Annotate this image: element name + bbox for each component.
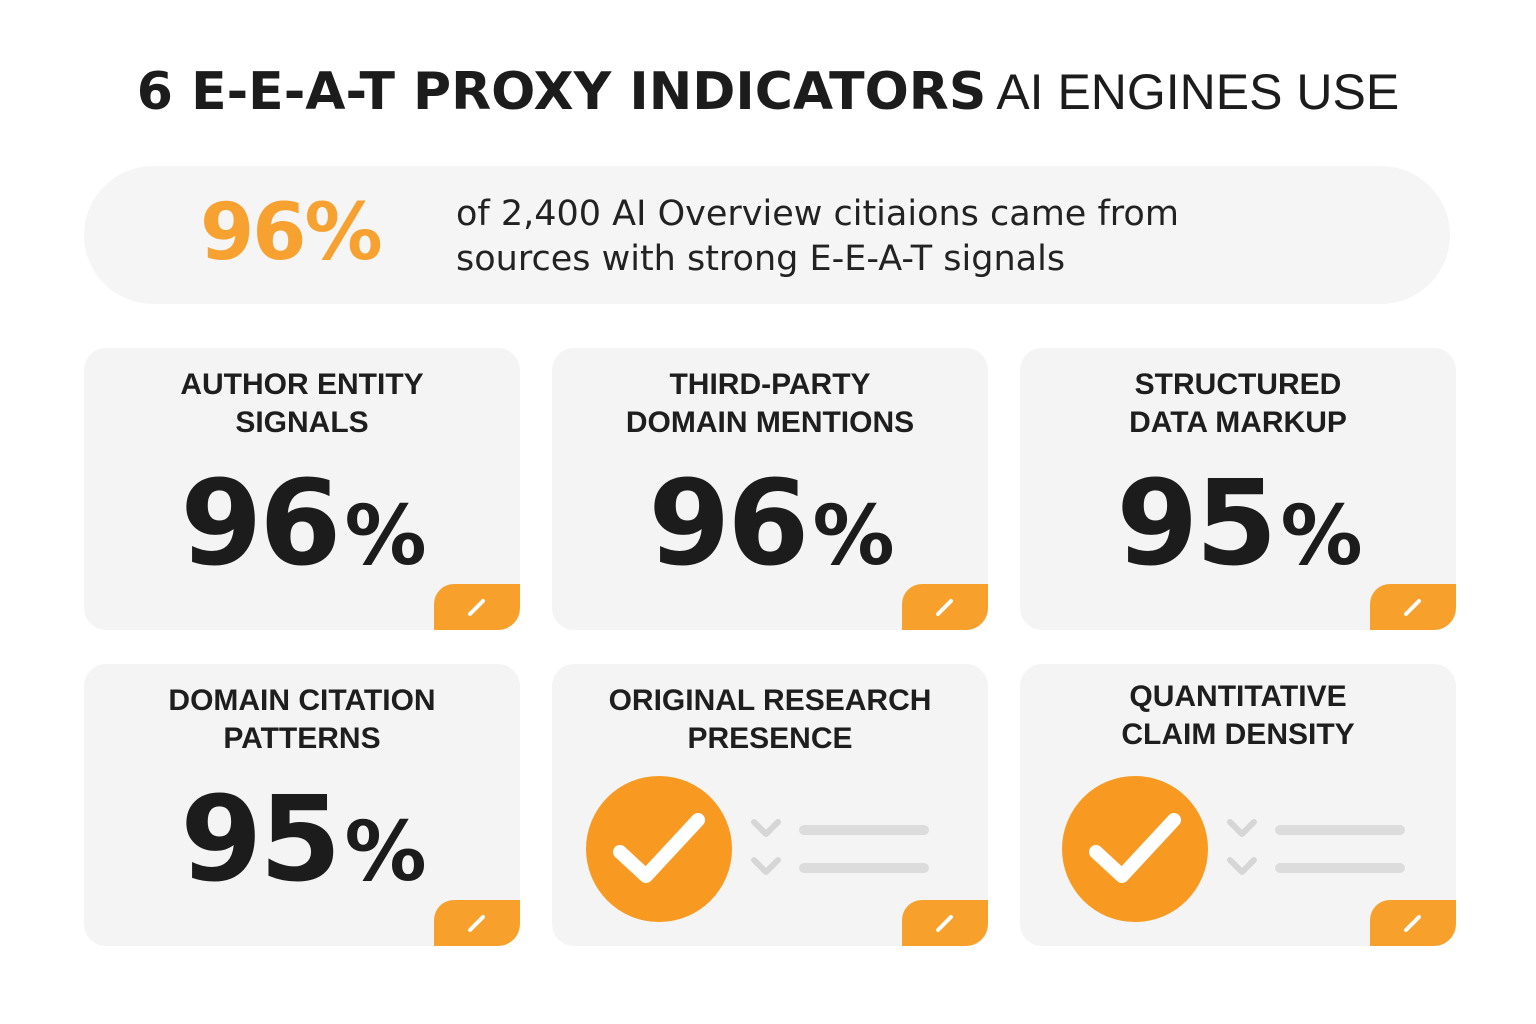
card-value-percent-sign: % [812,489,895,584]
card-title: STRUCTURED DATA MARKUP [1020,366,1456,442]
pencil-icon [936,915,953,932]
card-value-number: 96 [180,454,341,592]
title-bold: 6 E-E-A-T PROXY INDICATORS [136,62,987,122]
card-title: DOMAIN CITATION PATTERNS [84,682,520,758]
card-value-percent-sign: % [344,805,427,900]
card-value: 95% [84,770,520,908]
checklist-icon [1227,819,1405,875]
card-structured-data-markup: STRUCTURED DATA MARKUP 95% [1020,348,1456,630]
card-title: THIRD-PARTY DOMAIN MENTIONS [552,366,988,442]
card-title-line-2: DOMAIN MENTIONS [625,406,915,439]
edit-corner-button[interactable] [434,584,520,630]
card-value: 96% [84,454,520,592]
card-value-number: 95 [180,770,341,908]
card-domain-citation-patterns: DOMAIN CITATION PATTERNS 95% [84,664,520,946]
edit-corner-button[interactable] [902,900,988,946]
card-value-percent-sign: % [344,489,427,584]
pencil-icon [1404,599,1421,616]
card-title-line-2: CLAIM DENSITY [1121,718,1355,751]
check-circle-icon [1062,776,1208,922]
card-value: 95% [1020,454,1456,592]
card-title-line-2: PRESENCE [687,722,853,755]
card-author-entity-signals: AUTHOR ENTITY SIGNALS 96% [84,348,520,630]
card-value-number: 95 [1116,454,1277,592]
edit-corner-button[interactable] [1370,584,1456,630]
banner-text: of 2,400 AI Overview citiaions came from… [456,192,1356,282]
checklist-icon [751,819,929,875]
pencil-icon [468,915,485,932]
card-title: AUTHOR ENTITY SIGNALS [84,366,520,442]
banner-line-2: sources with strong E-E-A-T signals [456,239,1066,279]
card-title-line-1: QUANTITATIVE [1129,680,1347,713]
card-title-line-2: DATA MARKUP [1129,406,1347,439]
card-title-line-1: ORIGINAL RESEARCH [608,684,932,717]
page-title: 6 E-E-A-T PROXY INDICATORS AI ENGINES USE [0,62,1536,122]
card-title-line-1: DOMAIN CITATION [168,684,436,717]
edit-corner-button[interactable] [902,584,988,630]
check-circle-icon [586,776,732,922]
stat-banner: 96% of 2,400 AI Overview citiaions came … [84,166,1450,304]
card-quantitative-claim-density: QUANTITATIVE CLAIM DENSITY [1020,664,1456,946]
pencil-icon [468,599,485,616]
banner-line-1: of 2,400 AI Overview citiaions came from [456,194,1179,234]
card-third-party-domain-mentions: THIRD-PARTY DOMAIN MENTIONS 96% [552,348,988,630]
edit-corner-button[interactable] [1370,900,1456,946]
card-title-line-1: STRUCTURED [1134,368,1342,401]
card-original-research-presence: ORIGINAL RESEARCH PRESENCE [552,664,988,946]
card-title-line-2: SIGNALS [235,406,369,439]
card-title: ORIGINAL RESEARCH PRESENCE [552,682,988,758]
card-title-line-2: PATTERNS [223,722,381,755]
card-title: QUANTITATIVE CLAIM DENSITY [1020,678,1456,754]
pencil-icon [936,599,953,616]
title-light: AI ENGINES USE [996,64,1400,120]
card-title-line-1: AUTHOR ENTITY [180,368,424,401]
card-value-number: 96 [648,454,809,592]
edit-corner-button[interactable] [434,900,520,946]
pencil-icon [1404,915,1421,932]
card-title-line-1: THIRD-PARTY [669,368,871,401]
card-value: 96% [552,454,988,592]
banner-percent: 96% [200,188,383,278]
card-value-percent-sign: % [1280,489,1363,584]
